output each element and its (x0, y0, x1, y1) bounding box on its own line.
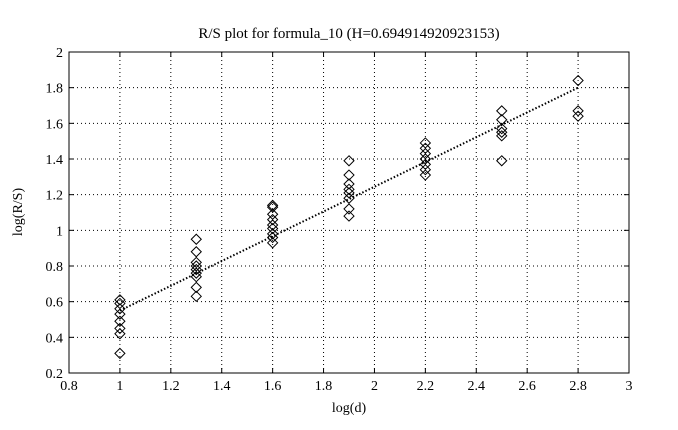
data-point-diamond (572, 74, 584, 87)
data-point-diamond (266, 228, 279, 240)
y-tick-label: 1.8 (46, 82, 64, 97)
y-tick-label: 1.4 (46, 153, 64, 168)
data-point-diamond (419, 142, 432, 155)
x-tick-label: 0.8 (60, 379, 78, 394)
data-point-diamond (343, 155, 355, 167)
data-point-diamond (266, 213, 279, 226)
x-tick-label: 2 (371, 379, 378, 394)
x-tick-label: 2.4 (468, 379, 486, 394)
x-tick-label: 1.8 (315, 379, 333, 394)
data-point-diamond (343, 210, 355, 222)
x-tick-label: 1.6 (264, 379, 282, 394)
y-tick-label: 1 (56, 224, 63, 239)
x-tick-label: 3 (626, 379, 633, 394)
data-point-diamond (343, 192, 355, 204)
chart-title: R/S plot for formula_10 (H=0.69491492092… (198, 26, 499, 42)
data-point-diamond (419, 147, 432, 160)
y-axis-label: log(R/S) (11, 188, 26, 237)
x-tick-label: 2.8 (569, 379, 587, 394)
data-point-diamond (496, 126, 508, 138)
data-point-diamond (419, 169, 432, 181)
data-point-diamond (114, 308, 126, 320)
x-axis-label: log(d) (332, 401, 367, 416)
data-point-diamond (419, 158, 432, 171)
data-point-diamond (190, 246, 202, 258)
data-point-diamond (114, 322, 126, 335)
data-point-diamond (266, 199, 279, 212)
data-point-diamond (496, 105, 508, 117)
y-tick-label: 1.2 (46, 189, 64, 204)
data-point-diamond (419, 153, 432, 165)
data-point-diamond (114, 294, 126, 306)
data-point-diamond (572, 105, 584, 117)
fit-line-group (119, 86, 579, 312)
data-point-diamond (343, 169, 355, 181)
data-point-diamond (190, 290, 202, 303)
data-point-diamond (496, 114, 508, 126)
x-tick-label: 2.6 (518, 379, 536, 394)
data-point-diamond (496, 155, 508, 167)
grid-lines (69, 52, 629, 373)
y-tick-label: 1.6 (46, 117, 64, 132)
data-point-diamond (114, 303, 126, 315)
y-tick-label: 2 (56, 46, 63, 61)
data-point-diamond (266, 237, 279, 249)
plot-area-frame (68, 51, 630, 374)
y-tick-label: 0.6 (46, 296, 64, 311)
x-tick-label: 1.4 (213, 379, 231, 394)
data-point-diamond (343, 203, 355, 215)
data-point-diamond (114, 347, 126, 360)
data-point-diamond (266, 219, 279, 231)
data-point-diamond (190, 260, 202, 272)
data-point-diamond (419, 163, 432, 176)
y-tick-label: 0.8 (46, 260, 64, 275)
data-point-diamond (114, 328, 126, 340)
fit-line (119, 86, 579, 312)
x-tick-label: 1 (116, 379, 123, 394)
data-point-diamond (496, 130, 508, 142)
data-point-diamond (114, 315, 126, 327)
data-point-diamond (190, 256, 202, 269)
data-point-diamond (266, 201, 279, 213)
axis-ticks: 0.8 1 1.2 1.4 1.6 1.8 2 2.2 2.4 2.6 2.8 3 0.2 0.4 0.6 0… (46, 46, 633, 394)
data-point-diamond (419, 137, 432, 149)
data-point-diamond (190, 233, 202, 245)
data-point-diamond (266, 208, 279, 220)
y-tick-label: 0.2 (46, 367, 64, 382)
data-points (114, 74, 584, 360)
data-point-diamond (190, 281, 202, 294)
data-point-diamond (343, 178, 355, 190)
data-point-diamond (496, 122, 508, 135)
y-tick-label: 0.4 (46, 331, 64, 346)
data-point-diamond (343, 183, 355, 196)
x-tick-label: 1.2 (162, 379, 180, 394)
data-point-diamond (572, 110, 584, 122)
x-tick-label: 2.2 (417, 379, 435, 394)
